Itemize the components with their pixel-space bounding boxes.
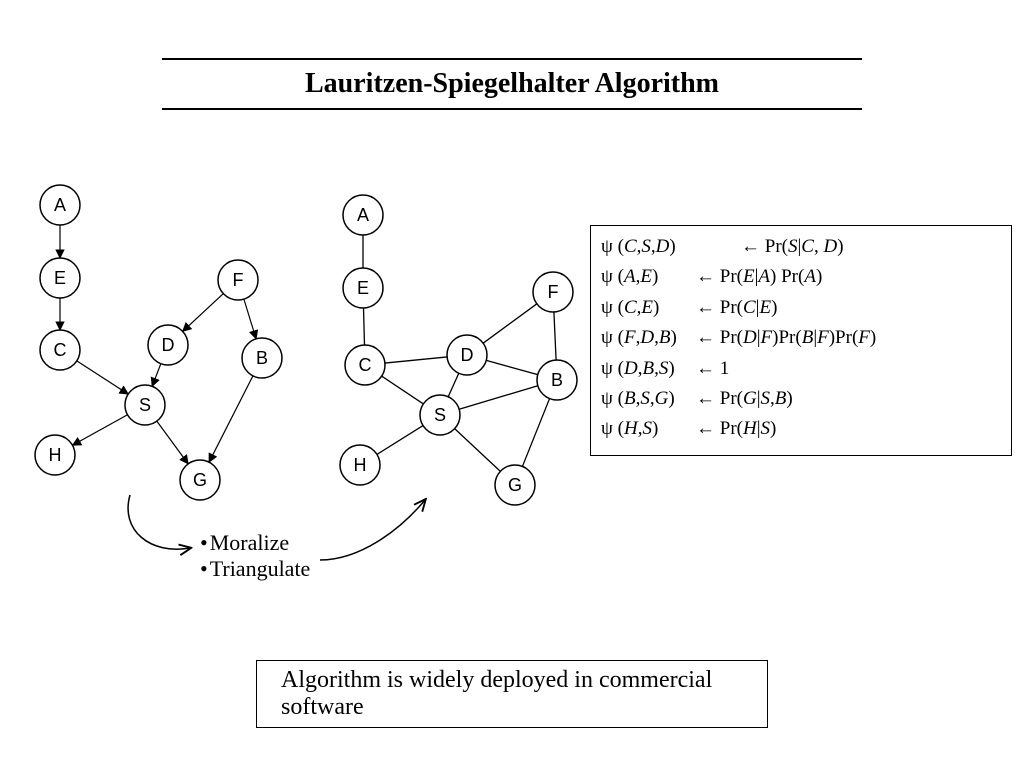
op-moralize: Moralize xyxy=(200,530,310,556)
formula-row-1: ψ (A,E)← Pr(E|A) Pr(A) xyxy=(601,262,1001,292)
curve-arrow-0 xyxy=(128,495,190,549)
formula-row-2: ψ (C,E)← Pr(C|E) xyxy=(601,293,1001,323)
footer-note: Algorithm is widely deployed in commerci… xyxy=(256,660,768,728)
operations-list: Moralize Triangulate xyxy=(200,530,310,582)
curve-arrow-1 xyxy=(320,500,425,560)
formula-row-4: ψ (D,B,S)← 1 xyxy=(601,354,1001,384)
formula-row-6: ψ (H,S)← Pr(H|S) xyxy=(601,414,1001,444)
formula-row-0: ψ (C,S,D)← Pr(S|C, D) xyxy=(601,232,1001,262)
op-triangulate: Triangulate xyxy=(200,556,310,582)
formula-row-5: ψ (B,S,G)← Pr(G|S,B) xyxy=(601,384,1001,414)
formula-row-3: ψ (F,D,B)← Pr(D|F)Pr(B|F)Pr(F) xyxy=(601,323,1001,353)
potential-functions-box: ψ (C,S,D)← Pr(S|C, D)ψ (A,E)← Pr(E|A) Pr… xyxy=(590,225,1012,456)
